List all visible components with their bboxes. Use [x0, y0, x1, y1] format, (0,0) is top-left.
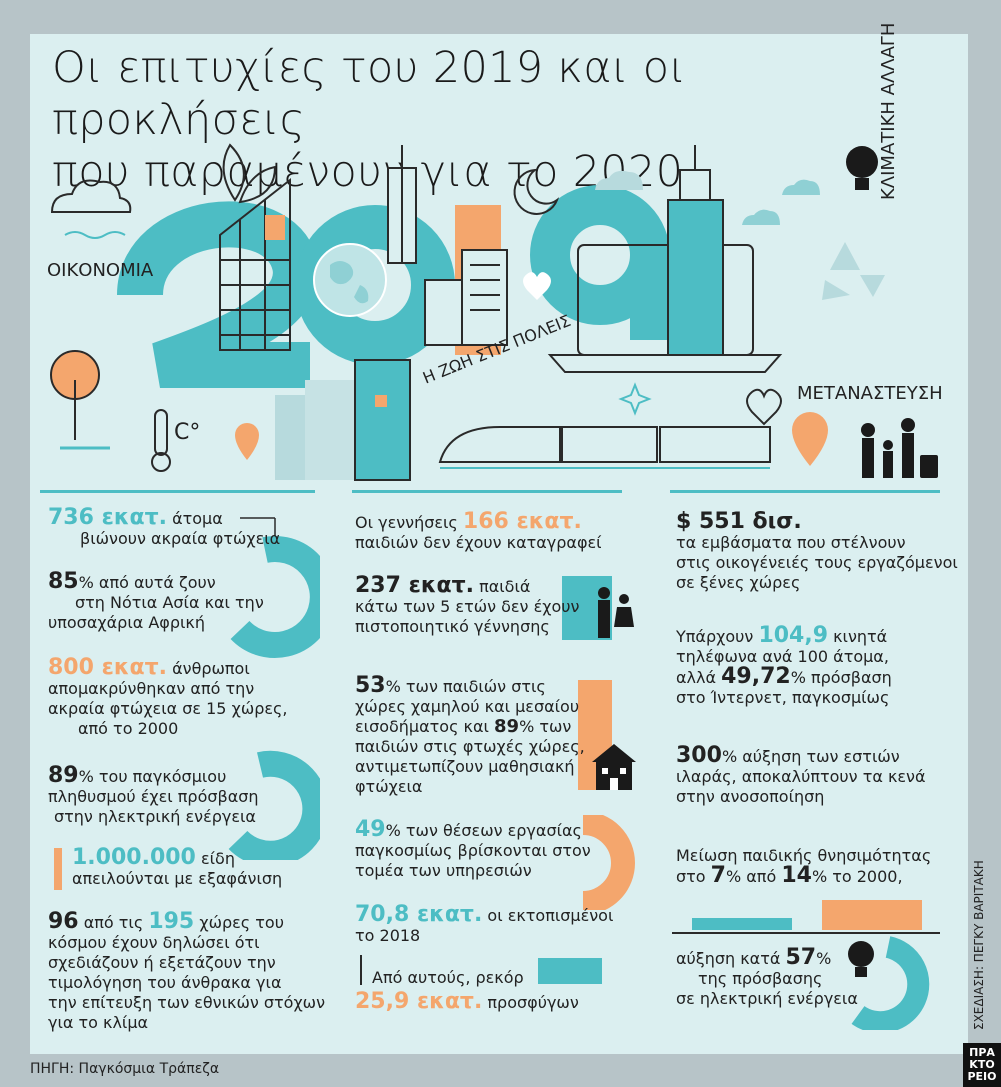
heart-icon	[746, 388, 782, 426]
tree-icon	[50, 350, 110, 450]
stat-south-asia: 85% από αυτά ζουν στη Νότια Ασία και την…	[48, 569, 264, 633]
design-credit: ΣΧΕΔΙΑΣΗ: ΠΕΓΚΥ ΒΑΡΙΤΑΚΗ	[972, 860, 986, 1030]
source-label: ΠΗΓΗ: Παγκόσμια Τράπεζα	[30, 1061, 220, 1077]
publisher-logo: ΠΡΑ ΚΤΟ ΡΕΙΟ	[963, 1043, 1001, 1087]
digit-2	[117, 201, 319, 388]
stat-refugees: Από αυτούς, ρεκόρ	[372, 968, 524, 987]
cloud-icon-3	[742, 209, 780, 225]
mortality-baseline	[672, 932, 940, 934]
building-tower	[387, 145, 417, 264]
mortality-bar-14	[822, 900, 922, 930]
donut-85-percent	[230, 536, 320, 658]
location-pin-icon-2	[792, 412, 828, 466]
stat-services-jobs: 49% των θέσεων εργασίας παγκοσμίως βρίσκ…	[355, 817, 591, 881]
children-icon	[598, 587, 634, 638]
stat-child-mortality: Μείωση παιδικής θνησιμότητας στο 7% από …	[676, 846, 932, 888]
mortality-bar-7	[692, 918, 792, 930]
topic-climate: ΚΛΙΜΑΤΙΚΗ ΑΛΛΑΓΗ	[878, 22, 899, 200]
stat-extreme-poverty: 736 εκατ. άτομα βιώνουν ακραία φτώχεια	[48, 505, 281, 549]
stat-species: 1.000.000 είδη απειλούνται με εξαφάνιση	[72, 845, 283, 889]
topic-migration: ΜΕΤΑΝΑΣΤΕΥΣΗ	[797, 383, 943, 404]
building-left	[219, 177, 291, 351]
digit-9-stem	[630, 250, 670, 340]
stat-mobile-internet: Υπάρχουν 104,9 κινητά τηλέφωνα ανά 100 ά…	[676, 623, 892, 708]
leaf-icon	[222, 143, 277, 204]
refugees-bracket	[360, 955, 362, 985]
stat-carbon-pricing: 96 από τις 195 χώρες του κόσμου έχουν δη…	[48, 909, 326, 1033]
cloud-icon	[50, 179, 132, 213]
separator-col1	[40, 490, 315, 493]
title-line-1: Οι επιτυχίες του 2019 και οι προκλήσεις	[52, 43, 687, 145]
thermometer-icon	[151, 409, 171, 472]
refugees-bar	[538, 958, 602, 984]
celsius-label: C°	[174, 420, 201, 445]
lightbulb-icon-2	[848, 941, 874, 977]
stat-unregistered-births: Οι γεννήσεις 166 εκατ. παιδιών δεν έχουν…	[355, 509, 602, 553]
donut-49-percent	[582, 815, 635, 910]
infographic-panel	[30, 34, 968, 1054]
school-icon	[592, 744, 636, 790]
building-empire	[667, 145, 724, 356]
stat-displaced: 70,8 εκατ. οι εκτοπισμένοι το 2018	[355, 902, 614, 946]
suitcase-icon	[920, 455, 938, 478]
col1-charts	[228, 517, 320, 860]
location-pin-icon	[235, 423, 259, 460]
stat-learning-poverty: 53% των παιδιών στις χώρες χαμηλού και μ…	[355, 673, 585, 797]
recycle-icon	[822, 242, 885, 300]
donut-57-percent	[851, 936, 930, 1030]
sparkle-icon	[618, 382, 652, 416]
building-mid	[424, 249, 508, 346]
separator-col2	[352, 490, 622, 493]
donut-89-percent	[228, 750, 320, 860]
building-bottom	[275, 359, 411, 481]
train-icon	[438, 426, 771, 469]
stat-lifted-poverty: 800 εκατ. άνθρωποι απομακρύνθηκαν από τη…	[48, 655, 288, 739]
stat-refugees-num: 25,9 εκατ. προσφύγων	[355, 989, 579, 1014]
cloud-icon-4	[782, 179, 820, 195]
globe-icon	[313, 243, 387, 317]
stat-measles: 300% αύξηση των εστιών ιλαράς, αποκαλύπτ…	[676, 743, 926, 807]
species-bar	[54, 848, 62, 890]
cloud-icon-2	[595, 170, 643, 190]
moon-icon	[513, 168, 560, 215]
lightbulb-icon	[846, 146, 878, 190]
stat-electricity-access: αύξηση κατά 57% της πρόσβασης σε ηλεκτρι…	[676, 945, 858, 1009]
stat-remittances: $ 551 δισ. τα εμβάσματα που στέλνουν στι…	[676, 509, 958, 593]
stat-electricity: 89% του παγκόσμιου πληθυσμού έχει πρόσβα…	[48, 763, 259, 827]
city-illustration	[50, 143, 938, 481]
design-credit-box: ΣΧΕΔΙΑΣΗ: ΠΕΓΚΥ ΒΑΡΙΤΑΚΗ	[972, 840, 1001, 1040]
stat-birth-certificate: 237 εκατ. παιδιά κάτω των 5 ετών δεν έχο…	[355, 573, 580, 637]
separator-col3	[670, 490, 940, 493]
family-icon	[861, 418, 915, 478]
topic-economy: ΟΙΚΟΝΟΜΙΑ	[47, 260, 154, 281]
heart-icon-2	[523, 272, 551, 300]
